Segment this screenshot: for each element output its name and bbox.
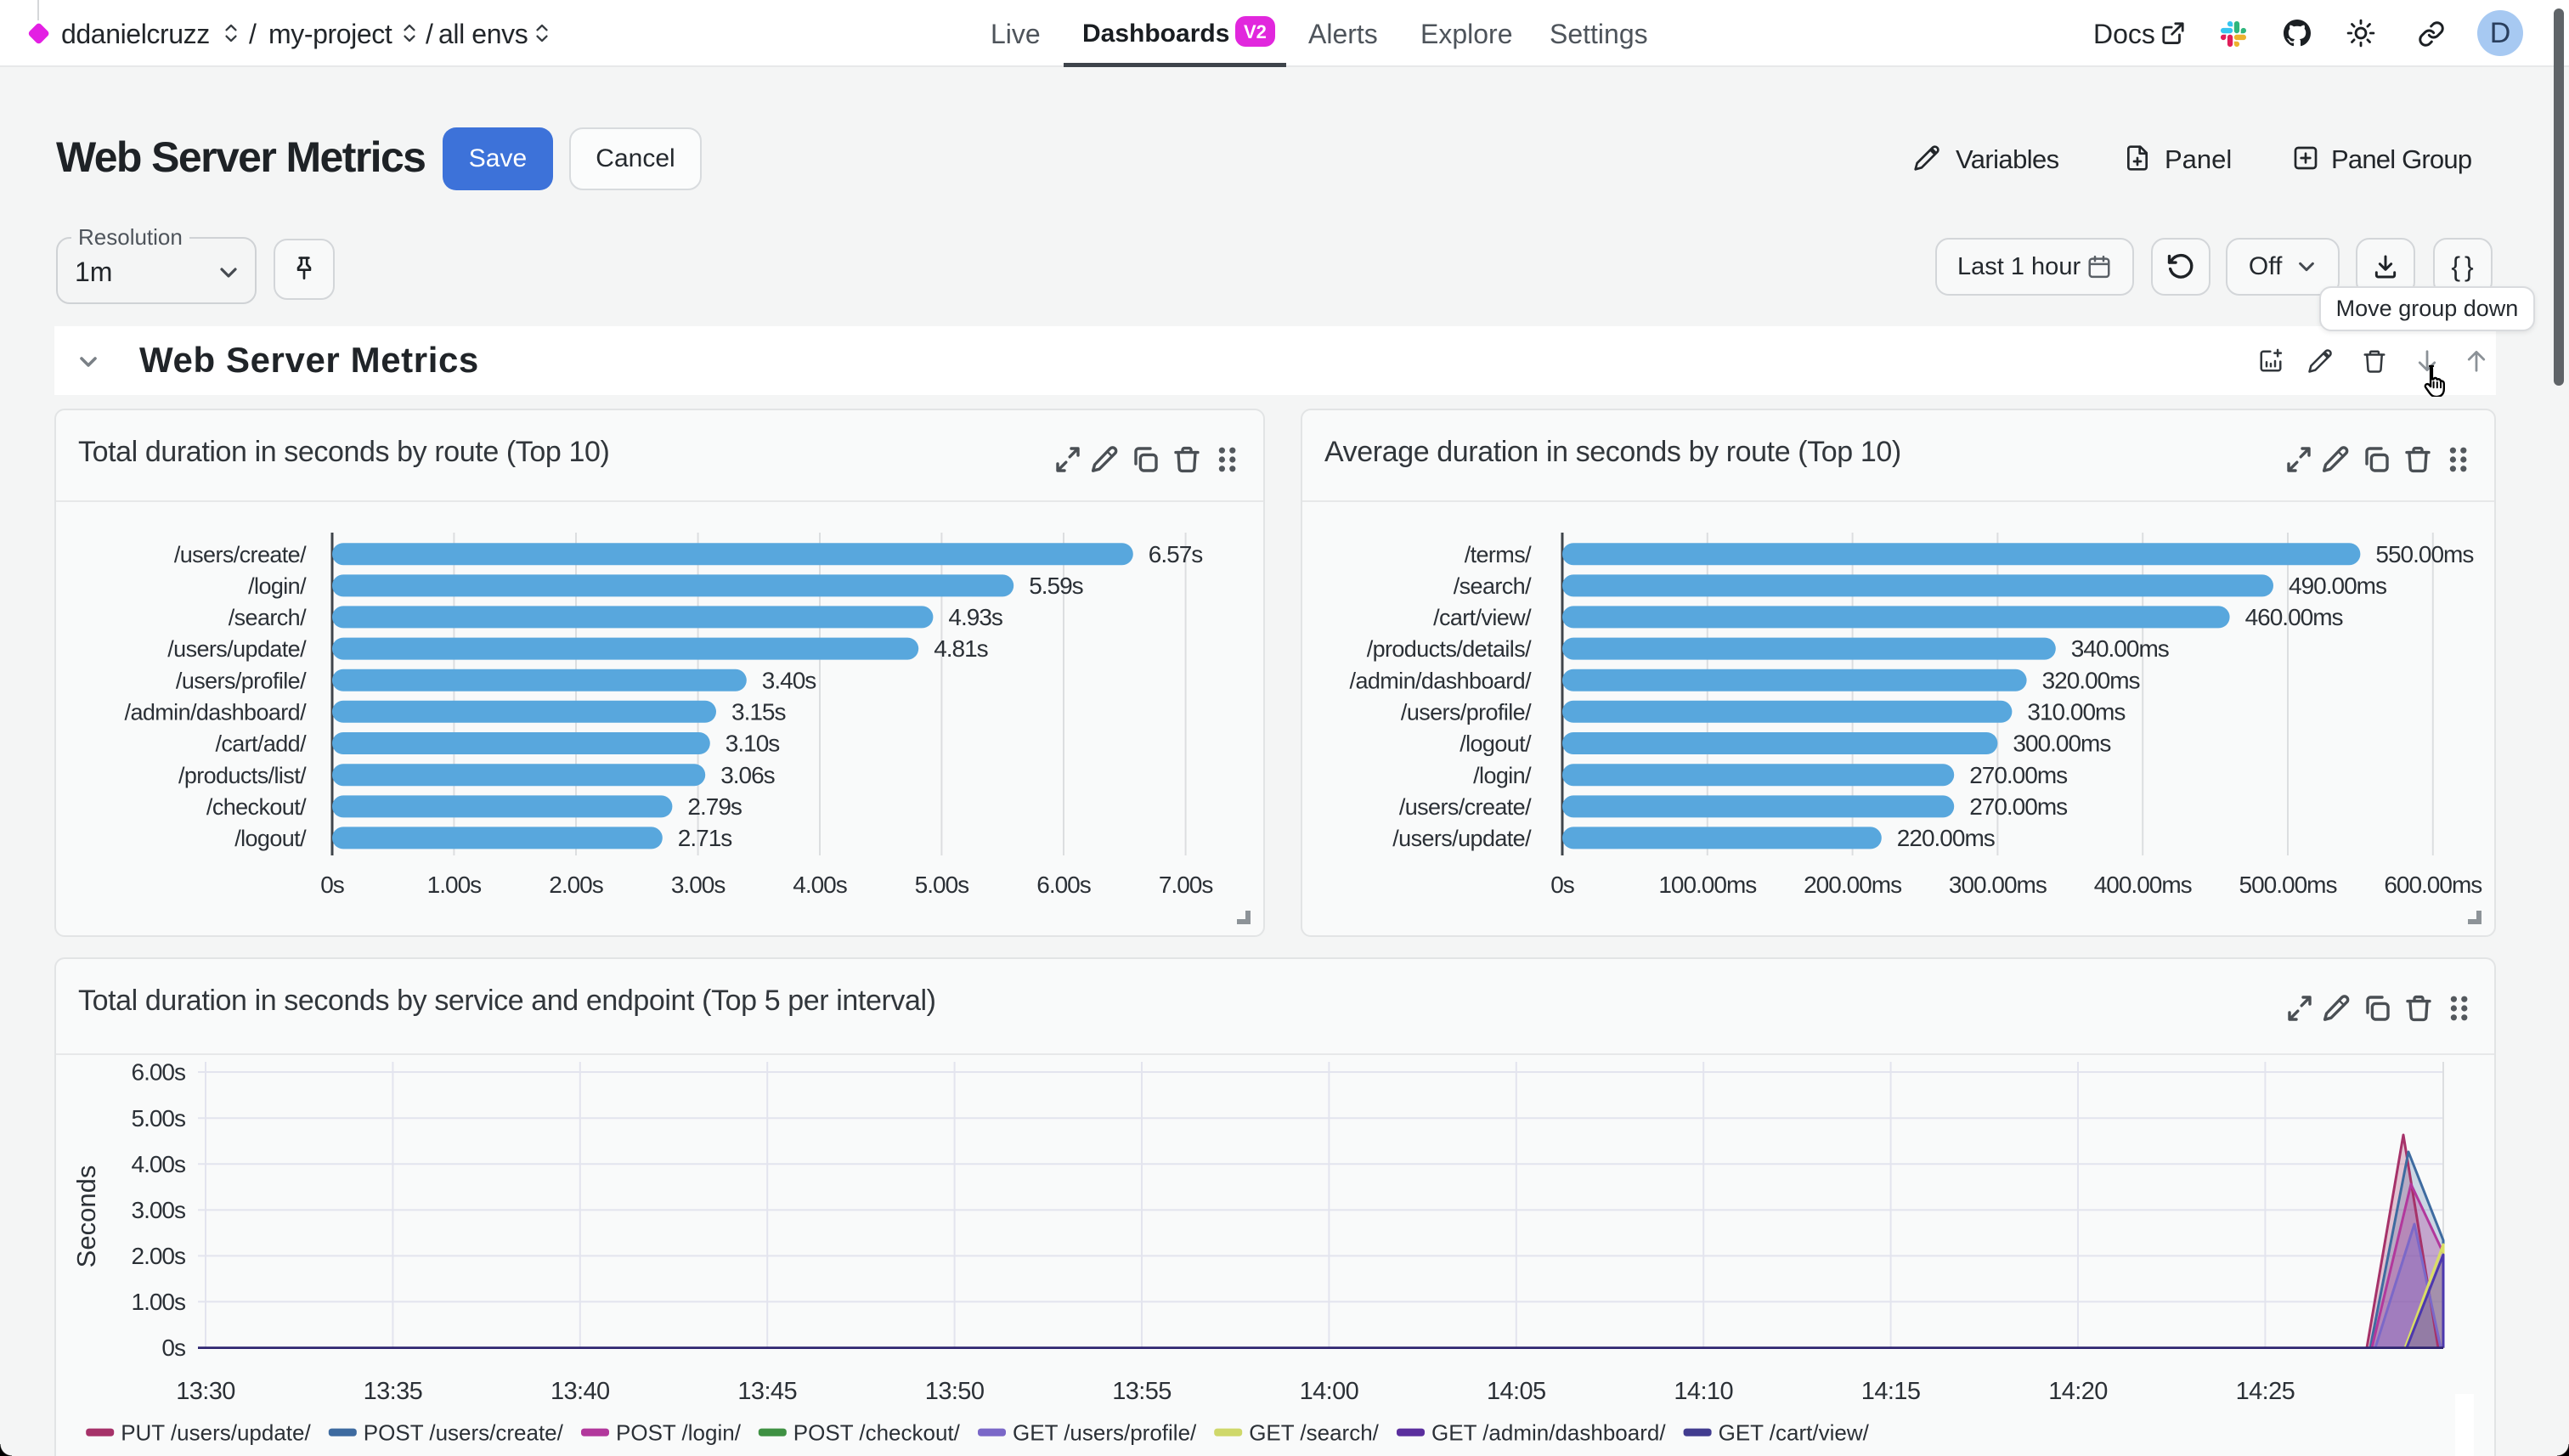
svg-text:/cart/view/: /cart/view/ [1433, 605, 1532, 630]
svg-text:/products/list/: /products/list/ [178, 763, 307, 788]
svg-text:5.59s: 5.59s [1029, 573, 1083, 599]
svg-text:/search/: /search/ [1454, 573, 1532, 599]
svg-text:/users/profile/: /users/profile/ [1401, 699, 1532, 725]
svg-text:14:15: 14:15 [1861, 1378, 1921, 1405]
svg-text:4.81s: 4.81s [934, 635, 988, 662]
svg-text:300.00ms: 300.00ms [2013, 731, 2110, 757]
svg-text:3.15s: 3.15s [731, 698, 786, 725]
svg-text:Seconds: Seconds [71, 1165, 101, 1268]
svg-text:13:50: 13:50 [925, 1378, 985, 1405]
svg-text:/search/: /search/ [229, 605, 307, 630]
svg-text:13:55: 13:55 [1112, 1378, 1172, 1405]
svg-text:GET /users/profile/: GET /users/profile/ [1013, 1420, 1197, 1446]
svg-text:/logout/: /logout/ [1460, 731, 1532, 757]
svg-text:/terms/: /terms/ [1465, 542, 1532, 567]
svg-text:3.40s: 3.40s [762, 667, 816, 693]
svg-text:POST /users/create/: POST /users/create/ [364, 1420, 564, 1446]
svg-text:/users/create/: /users/create/ [174, 542, 307, 567]
svg-text:270.00ms: 270.00ms [1969, 793, 2067, 820]
svg-text:1.00s: 1.00s [427, 872, 482, 898]
svg-text:0s: 0s [161, 1335, 185, 1361]
svg-text:1.00s: 1.00s [132, 1289, 186, 1315]
svg-text:600.00ms: 600.00ms [2384, 872, 2481, 898]
svg-text:7.00s: 7.00s [1159, 872, 1213, 898]
svg-text:2.00s: 2.00s [132, 1243, 186, 1269]
svg-text:14:10: 14:10 [1674, 1378, 1733, 1405]
svg-text:/users/update/: /users/update/ [167, 636, 307, 662]
svg-text:490.00ms: 490.00ms [2289, 573, 2386, 599]
svg-text:0s: 0s [1550, 872, 1574, 898]
svg-text:340.00ms: 340.00ms [2071, 635, 2169, 662]
svg-text:14:20: 14:20 [2048, 1378, 2108, 1405]
svg-text:/admin/dashboard/: /admin/dashboard/ [125, 699, 308, 725]
svg-text:320.00ms: 320.00ms [2042, 667, 2140, 693]
svg-text:/logout/: /logout/ [234, 826, 307, 851]
svg-text:14:25: 14:25 [2236, 1378, 2295, 1405]
svg-text:100.00ms: 100.00ms [1658, 872, 1756, 898]
svg-text:300.00ms: 300.00ms [1949, 872, 2047, 898]
svg-text:2.00s: 2.00s [549, 872, 603, 898]
svg-text:GET /cart/view/: GET /cart/view/ [1719, 1420, 1870, 1446]
svg-text:13:40: 13:40 [550, 1378, 610, 1405]
svg-text:/products/details/: /products/details/ [1367, 636, 1532, 662]
svg-text:13:45: 13:45 [737, 1378, 797, 1405]
svg-text:POST /login/: POST /login/ [616, 1420, 742, 1446]
svg-text:200.00ms: 200.00ms [1804, 872, 1901, 898]
svg-text:14:05: 14:05 [1487, 1378, 1546, 1405]
svg-text:13:30: 13:30 [176, 1378, 235, 1405]
svg-text:6.00s: 6.00s [1036, 872, 1091, 898]
svg-text:2.79s: 2.79s [687, 793, 742, 820]
svg-text:13:35: 13:35 [364, 1378, 423, 1405]
svg-text:/login/: /login/ [1473, 763, 1532, 788]
svg-text:220.00ms: 220.00ms [1897, 825, 1995, 851]
svg-text:PUT /users/update/: PUT /users/update/ [121, 1420, 311, 1446]
svg-text:460.00ms: 460.00ms [2245, 604, 2343, 630]
svg-text:/cart/add/: /cart/add/ [215, 731, 307, 757]
svg-text:14:00: 14:00 [1300, 1378, 1359, 1405]
svg-text:/users/profile/: /users/profile/ [176, 668, 307, 693]
svg-text:3.00s: 3.00s [671, 872, 726, 898]
svg-text:270.00ms: 270.00ms [1969, 762, 2067, 788]
svg-text:4.00s: 4.00s [793, 872, 847, 898]
svg-text:310.00ms: 310.00ms [2027, 698, 2125, 725]
svg-text:4.00s: 4.00s [132, 1151, 186, 1177]
svg-text:0s: 0s [320, 872, 344, 898]
svg-text:400.00ms: 400.00ms [2094, 872, 2192, 898]
svg-text:5.00s: 5.00s [915, 872, 969, 898]
svg-text:/checkout/: /checkout/ [206, 794, 307, 820]
svg-text:5.00s: 5.00s [132, 1105, 186, 1132]
svg-text:/users/create/: /users/create/ [1399, 794, 1532, 820]
svg-text:4.93s: 4.93s [948, 604, 1002, 630]
svg-text:550.00ms: 550.00ms [2375, 541, 2473, 567]
svg-text:POST /checkout/: POST /checkout/ [793, 1420, 961, 1446]
svg-text:3.00s: 3.00s [132, 1197, 186, 1223]
svg-text:500.00ms: 500.00ms [2239, 872, 2337, 898]
svg-text:GET /admin/dashboard/: GET /admin/dashboard/ [1431, 1420, 1666, 1446]
svg-text:GET /search/: GET /search/ [1249, 1420, 1379, 1446]
svg-text:2.71s: 2.71s [678, 825, 732, 851]
svg-text:/users/update/: /users/update/ [1392, 826, 1532, 851]
svg-text:/login/: /login/ [248, 573, 307, 599]
svg-text:6.57s: 6.57s [1149, 541, 1203, 567]
svg-text:/admin/dashboard/: /admin/dashboard/ [1350, 668, 1533, 693]
svg-text:3.10s: 3.10s [726, 731, 780, 757]
svg-text:6.00s: 6.00s [132, 1059, 186, 1086]
svg-text:3.06s: 3.06s [720, 762, 775, 788]
